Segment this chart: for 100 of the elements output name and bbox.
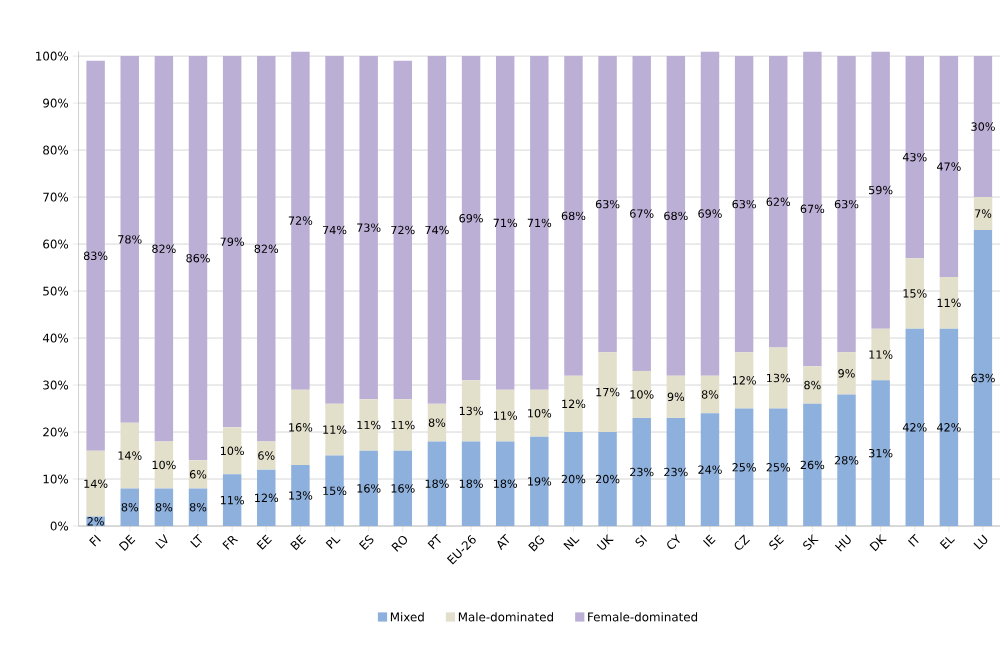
data-label: 74% [425,225,449,235]
data-label: 11% [937,298,961,308]
data-label: 20% [561,474,586,484]
data-label: 12% [562,399,586,409]
data-label: 67% [630,209,654,218]
data-label: 20% [595,474,620,484]
bar [427,56,447,404]
legend-label: Mixed [390,612,424,622]
bar [666,418,686,527]
bar [222,427,242,475]
data-label: 63% [971,373,995,383]
y-tick-label: 30% [43,380,69,390]
x-tick-label: FR [222,536,239,550]
bar [700,413,720,527]
data-label: 23% [630,467,654,477]
x-tick-label: FI [89,534,101,547]
bar [257,469,276,527]
data-label: 19% [528,477,552,486]
bar [973,197,993,231]
data-label: 8% [701,390,719,399]
y-tick-label: 10% [43,474,69,484]
bar [393,450,413,527]
x-tick-label: ES [358,535,374,551]
bar [495,441,515,527]
x-tick-label: EE [256,534,272,550]
bar [154,488,174,527]
data-label: 28% [834,456,859,465]
x-tick-label: HU [834,534,851,552]
data-label: 17% [596,388,620,397]
bar [973,230,993,527]
data-label: 26% [800,460,825,470]
data-label: 78% [118,235,142,244]
bar [427,404,447,442]
bar [973,56,993,198]
data-label: 31% [869,449,893,458]
x-tick-label: UK [596,534,614,550]
data-label: 10% [152,460,176,470]
bar [495,389,515,442]
data-label: 30% [971,122,995,131]
x-tick-label: NL [563,537,580,551]
legend-label: Male-dominated [458,612,553,622]
data-label: 18% [425,479,449,489]
data-label: 8% [155,503,173,512]
data-label: 8% [804,380,821,390]
x-tick-label: RO [391,536,408,552]
data-label: 11% [869,350,893,359]
bar [803,366,822,404]
data-label: 15% [903,289,927,298]
data-label: 10% [630,390,654,399]
x-tick-label: LT [190,534,202,548]
data-label: 42% [936,423,961,432]
data-label: 82% [254,244,279,254]
bar [461,380,481,442]
bar [837,352,856,395]
bar [461,441,481,527]
data-label: 11% [493,411,518,420]
data-label: 63% [732,200,756,209]
y-tick-label: 60% [43,239,69,249]
x-tick-label: DK [869,534,887,552]
bar [939,277,959,329]
data-label: 12% [732,376,756,385]
bar [222,56,242,428]
bar [769,347,788,409]
data-label: 68% [561,211,586,221]
data-label: 10% [528,409,552,418]
legend-label: Female-dominated [588,612,698,622]
bar [188,488,208,527]
data-label: 67% [800,204,825,214]
data-label: 14% [118,451,142,460]
x-tick-label: BG [528,535,545,552]
data-label: 18% [493,479,518,489]
data-label: 2% [87,517,104,526]
data-label: 11% [323,425,347,435]
y-tick-label: 100% [36,51,69,61]
data-label: 8% [428,418,446,428]
data-label: 71% [527,218,552,228]
data-label: 72% [391,225,415,235]
data-label: 47% [936,162,961,171]
data-label: 72% [288,216,313,225]
x-tick-label: CZ [734,534,750,550]
data-label: 83% [83,251,108,261]
data-label: 59% [869,185,893,195]
data-label: 8% [189,503,207,512]
x-tick-label: PT [427,534,441,550]
data-label: 11% [357,420,381,430]
bar [734,56,754,353]
y-tick-label: 20% [43,427,69,437]
data-label: 24% [698,465,722,475]
data-label: 16% [289,423,313,432]
bar [530,389,549,437]
x-tick-label: CY [667,534,680,550]
bar [734,352,754,409]
bar [495,56,515,390]
data-label: 63% [595,200,620,209]
data-label: 82% [152,244,176,254]
bar [188,56,208,461]
y-tick-label: 50% [43,286,69,296]
data-label: 8% [121,503,139,512]
x-tick-label: SE [769,534,784,551]
bar [427,441,447,527]
